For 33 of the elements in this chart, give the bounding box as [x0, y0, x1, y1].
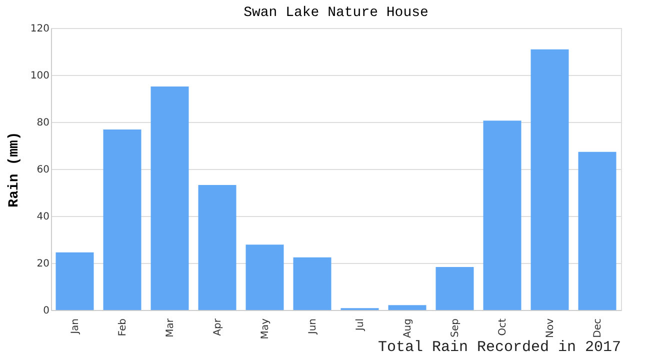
y-tick-label: 100	[30, 70, 50, 82]
bar	[103, 130, 142, 310]
x-tick-label: Oct	[497, 318, 508, 336]
chart-title: Swan Lake Nature House	[244, 5, 428, 21]
bar	[483, 120, 522, 310]
x-tick-label: Sep	[450, 318, 461, 338]
y-tick-label: 80	[36, 118, 50, 128]
text: Total Rain Recorded in 2017	[378, 339, 621, 356]
y-tick-label: 0	[43, 306, 50, 316]
x-tick-label: Jul	[354, 318, 366, 332]
y-tick-label: 60	[36, 164, 50, 176]
x-tick-label: Aug	[402, 318, 414, 338]
x-tick-label: Feb	[117, 318, 128, 336]
bar	[388, 305, 426, 310]
x-tick-label: May	[260, 318, 271, 340]
x-tick-label: Jan	[70, 318, 81, 335]
bar	[293, 257, 332, 310]
bar	[246, 244, 284, 310]
x-tick-label: Nov	[544, 318, 556, 338]
x-tick-label: Dec	[592, 318, 604, 338]
bar	[150, 86, 189, 310]
x-tick-label: Apr	[212, 318, 224, 336]
bar	[436, 266, 474, 310]
x-tick-label: Jun	[307, 318, 318, 336]
bar	[530, 49, 569, 310]
bar	[578, 152, 616, 310]
y-axis-title: Rain (mm)	[6, 132, 22, 208]
y-tick-label: 40	[36, 212, 50, 222]
y-tick-label: 20	[36, 258, 50, 270]
x-tick-label: Mar	[164, 318, 176, 338]
bar	[198, 184, 236, 310]
bar	[56, 252, 94, 310]
y-tick-label: 120	[30, 24, 50, 34]
